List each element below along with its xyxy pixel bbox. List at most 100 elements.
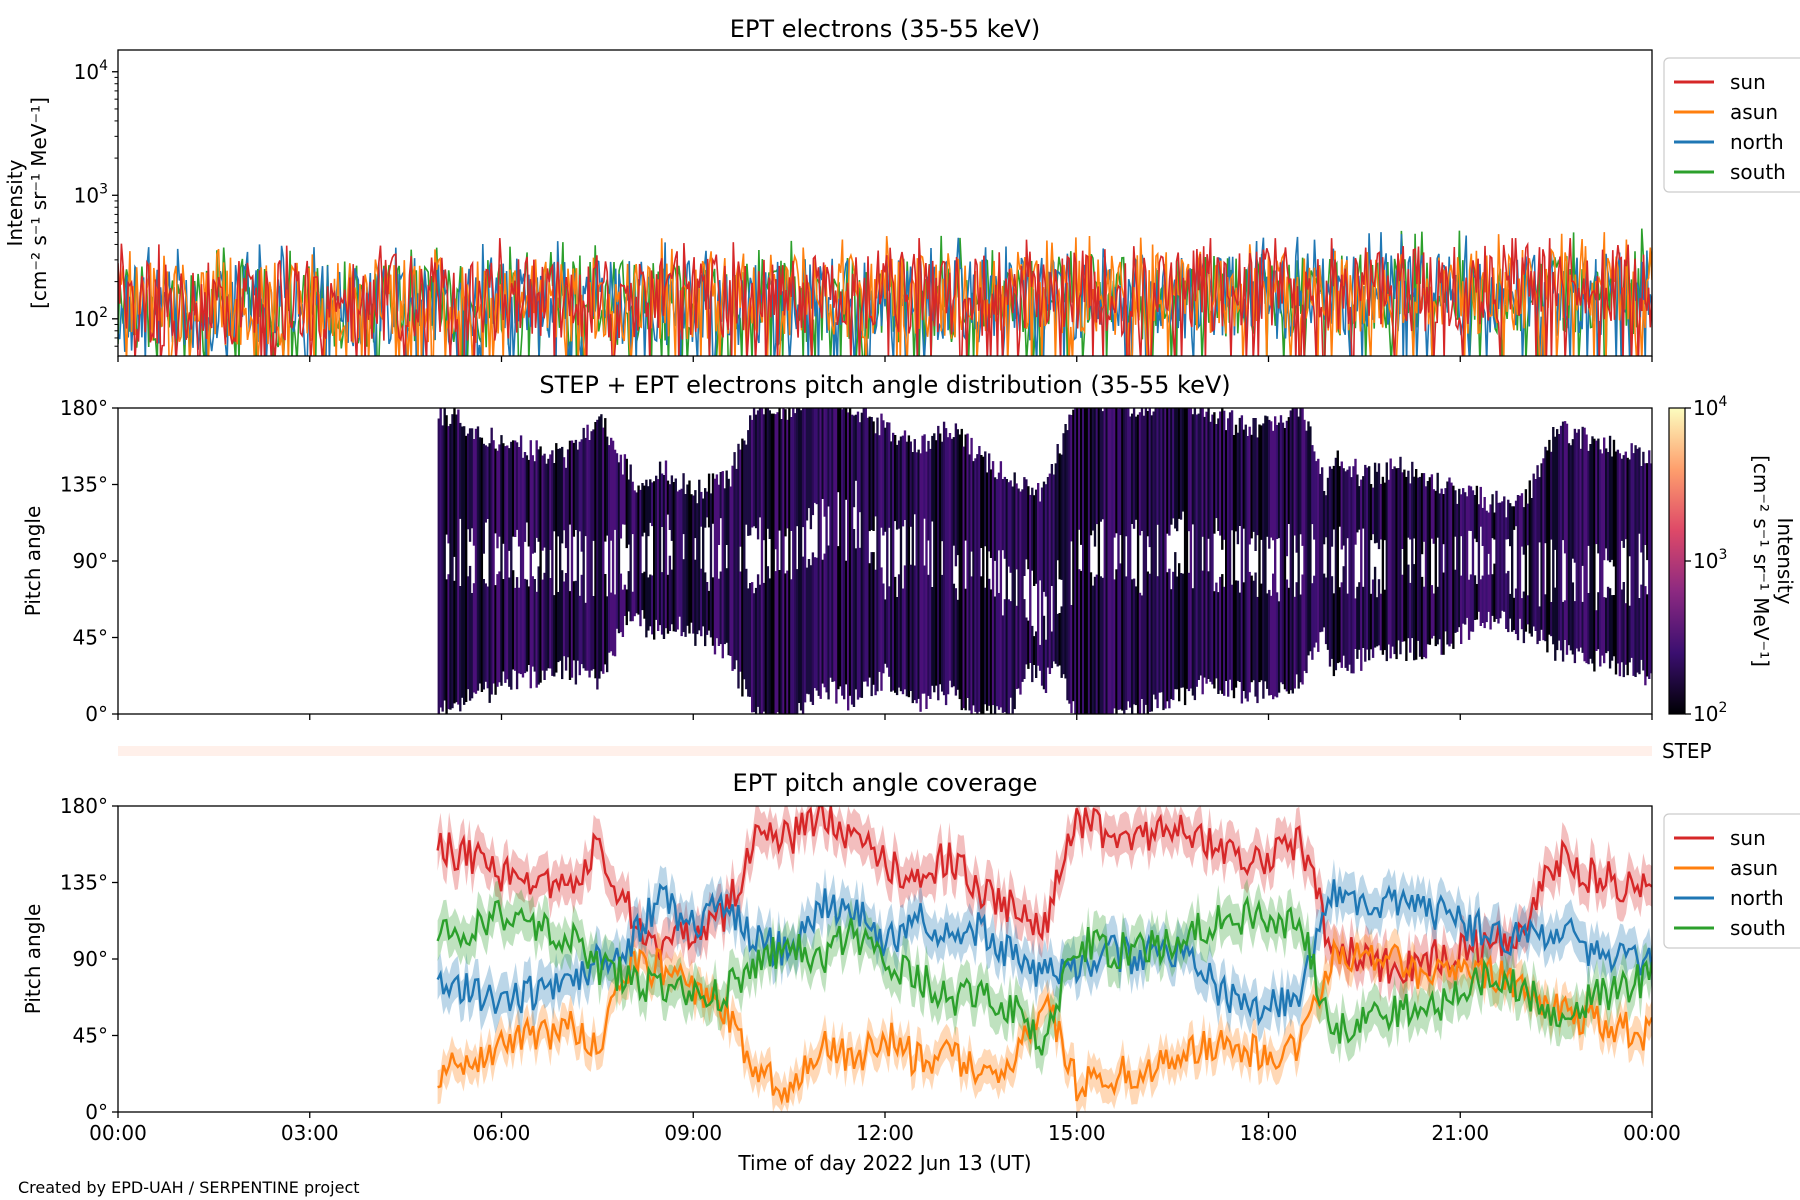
heatmap-cell <box>1064 424 1067 679</box>
heatmap-cell <box>1479 486 1482 527</box>
heatmap-cell <box>1346 469 1349 539</box>
heatmap-cell <box>1610 456 1614 560</box>
heatmap-cell <box>578 595 581 676</box>
heatmap-cell <box>1056 444 1059 561</box>
heatmap-cell <box>1011 486 1014 714</box>
heatmap-cell <box>514 440 517 537</box>
heatmap-cell <box>1023 599 1026 679</box>
heatmap-cell <box>997 472 1001 551</box>
heatmap-cell <box>1101 411 1104 520</box>
heatmap-cell <box>1313 451 1316 540</box>
heatmap-cell <box>668 484 672 530</box>
heatmap-cell <box>815 408 818 505</box>
series-line-north <box>118 232 1652 356</box>
heatmap-cell <box>1107 408 1110 714</box>
heatmap-cell <box>1250 434 1253 539</box>
heatmap-cell <box>1428 477 1432 645</box>
heatmap-cell <box>872 421 875 531</box>
heatmap-cell <box>1209 421 1212 682</box>
heatmap-cell <box>1037 483 1040 666</box>
heatmap-cell <box>1170 589 1173 700</box>
heatmap-cell <box>1148 573 1151 712</box>
heatmap-cell <box>447 574 450 710</box>
y-tick-label: 135° <box>60 871 108 895</box>
heatmap-cell <box>1605 597 1608 654</box>
panel2-ylabel: Pitch angle <box>21 506 45 617</box>
panel1-series <box>118 228 1652 356</box>
heatmap-cell <box>745 568 748 690</box>
heatmap-cell <box>1420 576 1424 660</box>
heatmap-cell <box>1136 414 1140 714</box>
heatmap-cell <box>580 574 583 665</box>
heatmap-cell <box>1179 408 1183 520</box>
heatmap-cell <box>1601 453 1604 656</box>
heatmap-cell <box>760 408 764 714</box>
heatmap-cell <box>1587 593 1590 665</box>
heatmap-cell <box>1354 458 1357 545</box>
heatmap-cell <box>1532 473 1535 627</box>
heatmap-cell <box>557 592 560 663</box>
heatmap-cell <box>739 449 742 547</box>
heatmap-cell <box>1605 448 1608 549</box>
panel1-ylabel-line1: Intensity <box>3 159 27 246</box>
heatmap-cell <box>997 593 1001 710</box>
heatmap-cell <box>927 574 930 696</box>
heatmap-cell <box>1387 479 1390 645</box>
heatmap-cell <box>770 413 773 714</box>
heatmap-cell <box>1042 615 1046 690</box>
heatmap-cell <box>584 437 587 537</box>
heatmap-cell <box>472 439 476 546</box>
heatmap-cell <box>1115 408 1118 534</box>
heatmap-cell <box>1236 432 1240 545</box>
heatmap-cell <box>553 595 556 677</box>
heatmap-cell <box>1099 576 1102 714</box>
heatmap-cell <box>1197 413 1200 680</box>
heatmap-cell <box>611 440 615 656</box>
heatmap-cell <box>1579 448 1582 648</box>
heatmap-cell <box>1309 426 1312 652</box>
heatmap-cell <box>880 567 883 691</box>
heatmap-cell <box>1201 408 1204 537</box>
heatmap-cell <box>1091 408 1095 531</box>
heatmap-cell <box>1442 494 1445 545</box>
heatmap-cell <box>649 574 652 627</box>
heatmap-cell <box>823 553 826 688</box>
heatmap-cell <box>1364 464 1367 662</box>
heatmap-cell <box>1328 466 1332 667</box>
heatmap-cell <box>1573 428 1577 563</box>
heatmap-cell <box>1554 587 1557 661</box>
panel1-ylabel-line2: [cm⁻² s⁻¹ sr⁻¹ MeV⁻¹] <box>27 97 51 309</box>
heatmap-cell <box>758 584 762 714</box>
y-tick-label: 180° <box>60 794 108 818</box>
heatmap-cell <box>463 426 466 705</box>
heatmap-cell <box>1369 484 1373 541</box>
heatmap-cell <box>1614 451 1618 675</box>
heatmap-cell <box>1354 598 1357 649</box>
heatmap-cell <box>872 552 875 685</box>
heatmap-cell <box>1499 502 1502 619</box>
heatmap-cell <box>492 440 495 684</box>
legend-label-asun: asun <box>1730 100 1778 124</box>
heatmap-cell <box>1491 494 1494 539</box>
heatmap-cell <box>1366 467 1369 650</box>
heatmap-cell <box>1644 463 1647 545</box>
heatmap-cell <box>1516 495 1520 641</box>
heatmap-cell <box>886 422 889 668</box>
heatmap-cell <box>1509 593 1512 619</box>
heatmap-cell <box>1213 591 1216 689</box>
heatmap-cell <box>1166 408 1169 534</box>
heatmap-cell <box>831 408 834 682</box>
heatmap-cell <box>984 451 987 547</box>
heatmap-cell <box>561 446 564 544</box>
heatmap-cell <box>715 474 719 639</box>
heatmap-cell <box>1246 436 1249 702</box>
heatmap-cell <box>1520 493 1524 547</box>
heatmap-cell <box>641 573 644 611</box>
heatmap-cell <box>1185 408 1189 689</box>
heatmap-cell <box>1060 606 1063 678</box>
heatmap-cell <box>1093 408 1097 547</box>
heatmap-cell <box>962 446 965 709</box>
heatmap-cell <box>729 486 732 656</box>
heatmap-cell <box>1084 408 1087 714</box>
heatmap-cell <box>903 430 907 520</box>
